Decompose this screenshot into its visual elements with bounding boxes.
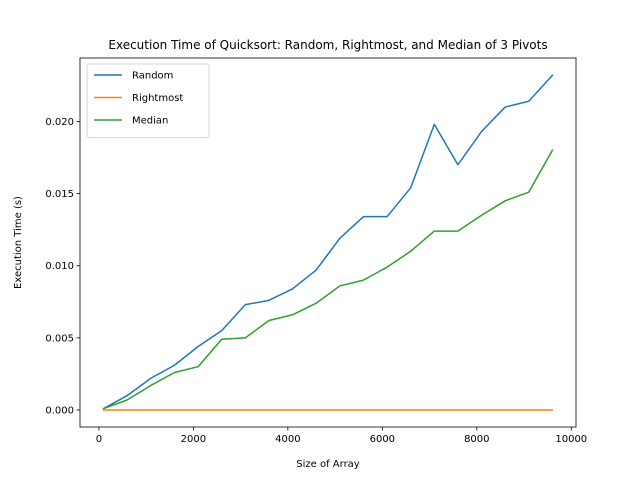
legend-label-random: Random bbox=[132, 71, 173, 82]
series-line-median bbox=[102, 149, 554, 410]
y-tick-label: 0.010 bbox=[45, 261, 74, 272]
legend-label-rightmost: Rightmost bbox=[132, 93, 183, 104]
y-axis-label: Execution Time (s) bbox=[13, 196, 24, 289]
y-tick-label: 0.005 bbox=[45, 333, 74, 344]
plot-frame bbox=[79, 57, 577, 428]
y-tick-label: 0.015 bbox=[45, 189, 74, 200]
x-axis-label: Size of Array bbox=[296, 459, 360, 470]
y-tick-label: 0.020 bbox=[45, 117, 74, 128]
x-tick-label: 0 bbox=[96, 434, 102, 445]
series-group bbox=[102, 74, 554, 411]
legend: Random Rightmost Median bbox=[86, 63, 210, 138]
y-axis: 0.000 0.005 0.010 0.015 0.020 bbox=[45, 117, 80, 416]
x-tick-label: 10000 bbox=[555, 434, 587, 445]
x-tick-label: 8000 bbox=[464, 434, 489, 445]
y-tick-label: 0.000 bbox=[45, 405, 74, 416]
x-tick-label: 2000 bbox=[181, 434, 206, 445]
chart-title: Execution Time of Quicksort: Random, Rig… bbox=[108, 38, 547, 52]
x-tick-label: 6000 bbox=[370, 434, 395, 445]
x-axis: 0 2000 4000 6000 8000 10000 bbox=[96, 427, 587, 445]
series-line-random bbox=[102, 74, 554, 410]
x-tick-label: 4000 bbox=[275, 434, 300, 445]
legend-box bbox=[86, 63, 210, 138]
legend-label-median: Median bbox=[132, 116, 168, 127]
